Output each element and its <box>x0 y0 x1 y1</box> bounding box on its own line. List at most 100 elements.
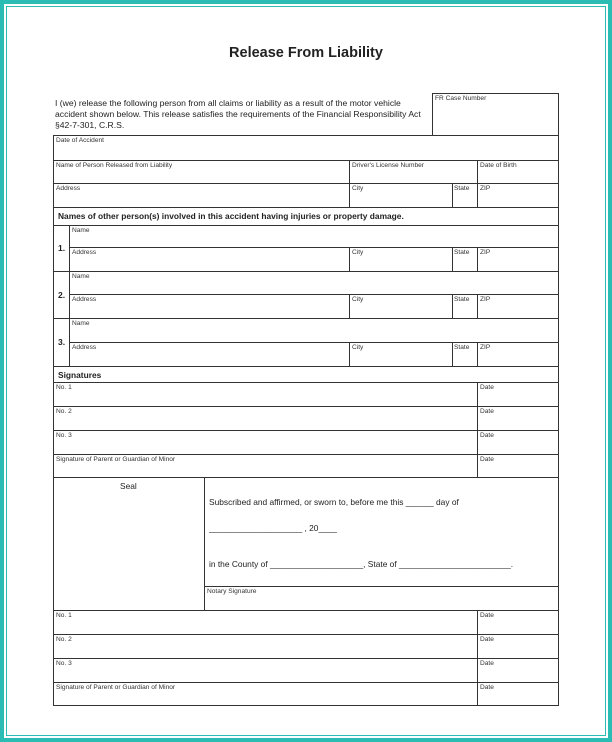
zip-field[interactable]: ZIP <box>477 183 559 208</box>
signature-label: Signature of Parent or Guardian of Minor <box>56 684 176 691</box>
person-2-state-field[interactable]: State <box>452 294 478 319</box>
intro-text: I (we) release the following person from… <box>55 98 421 130</box>
date-label: Date <box>480 612 494 619</box>
person-3-state-field[interactable]: State <box>452 342 478 367</box>
others-header-text: Names of other person(s) involved in thi… <box>58 211 404 221</box>
date-of-accident-label: Date of Accident <box>56 137 105 144</box>
city-label: City <box>352 344 364 351</box>
date-label: Date <box>480 660 494 667</box>
person-2-zip-field[interactable]: ZIP <box>477 294 559 319</box>
signature2-guardian-field[interactable]: Signature of Parent or Guardian of Minor <box>53 682 478 706</box>
name-label: Name <box>72 227 90 234</box>
signature-no3-field[interactable]: No. 3 <box>53 430 478 455</box>
city-label: City <box>352 296 364 303</box>
signature2-no2-date-field[interactable]: Date <box>477 634 559 659</box>
signature-label: No. 1 <box>56 384 72 391</box>
signature-label: No. 1 <box>56 612 72 619</box>
person-3-zip-field[interactable]: ZIP <box>477 342 559 367</box>
city-label: City <box>352 185 364 192</box>
zip-label: ZIP <box>480 249 491 256</box>
person-number: 1. <box>58 243 66 253</box>
person-number: 2. <box>58 290 66 300</box>
date-label: Date <box>480 456 494 463</box>
notary-statement: Subscribed and affirmed, or sworn to, be… <box>204 477 559 587</box>
person-number: 3. <box>58 337 66 347</box>
signature-no1-field[interactable]: No. 1 <box>53 382 478 407</box>
date-label: Date <box>480 408 494 415</box>
fr-case-label: FR Case Number <box>435 95 487 102</box>
name-label: Name <box>72 320 90 327</box>
signature-no2-date-field[interactable]: Date <box>477 406 559 431</box>
drivers-license-label: Driver's License Number <box>352 162 424 169</box>
seal-label: Seal <box>120 481 137 491</box>
date-of-accident-field[interactable]: Date of Accident <box>53 135 559 161</box>
date-label: Date <box>480 684 494 691</box>
zip-label: ZIP <box>480 185 491 192</box>
signature-label: No. 2 <box>56 408 72 415</box>
signature2-no1-date-field[interactable]: Date <box>477 610 559 635</box>
date-of-birth-label: Date of Birth <box>480 162 517 169</box>
signature2-no2-field[interactable]: No. 2 <box>53 634 478 659</box>
others-section-header: Names of other person(s) involved in thi… <box>53 207 559 226</box>
date-label: Date <box>480 384 494 391</box>
drivers-license-field[interactable]: Driver's License Number <box>349 160 478 184</box>
date-of-birth-field[interactable]: Date of Birth <box>477 160 559 184</box>
notary-signature-label: Notary Signature <box>207 588 257 595</box>
signature-no2-field[interactable]: No. 2 <box>53 406 478 431</box>
person-2-city-field[interactable]: City <box>349 294 453 319</box>
state-label: State <box>454 296 470 303</box>
signature-label: No. 2 <box>56 636 72 643</box>
person-3-address-field[interactable]: Address <box>69 342 350 367</box>
address-label: Address <box>72 296 97 303</box>
signature-label: No. 3 <box>56 432 72 439</box>
person-1-address-field[interactable]: Address <box>69 247 350 272</box>
person-number-cell: 1. <box>53 225 70 272</box>
zip-label: ZIP <box>480 344 491 351</box>
person-3-city-field[interactable]: City <box>349 342 453 367</box>
date-label: Date <box>480 636 494 643</box>
name-released-field[interactable]: Name of Person Released from Liability <box>53 160 350 184</box>
signature2-no1-field[interactable]: No. 1 <box>53 610 478 635</box>
state-label: State <box>454 249 470 256</box>
city-field[interactable]: City <box>349 183 453 208</box>
person-1-city-field[interactable]: City <box>349 247 453 272</box>
notary-line-3: in the County of ____________________, S… <box>209 559 514 569</box>
page-title: Release From Liability <box>229 45 383 61</box>
notary-signature-field[interactable]: Notary Signature <box>204 586 559 611</box>
notary-line-1: Subscribed and affirmed, or sworn to, be… <box>209 497 459 507</box>
signature-guardian-field[interactable]: Signature of Parent or Guardian of Minor <box>53 454 478 478</box>
address-label: Address <box>72 344 97 351</box>
address-label: Address <box>72 249 97 256</box>
state-field[interactable]: State <box>452 183 478 208</box>
signature2-no3-field[interactable]: No. 3 <box>53 658 478 683</box>
city-label: City <box>352 249 364 256</box>
fr-case-number-field[interactable]: FR Case Number <box>432 93 559 136</box>
person-2-name-field[interactable]: Name <box>69 271 559 295</box>
seal-area: Seal <box>53 477 205 611</box>
name-released-label: Name of Person Released from Liability <box>56 162 173 169</box>
person-number-cell: 3. <box>53 318 70 367</box>
page-frame-inner <box>6 6 606 736</box>
person-1-zip-field[interactable]: ZIP <box>477 247 559 272</box>
state-label: State <box>454 185 470 192</box>
person-1-state-field[interactable]: State <box>452 247 478 272</box>
signature-guardian-date-field[interactable]: Date <box>477 454 559 478</box>
name-label: Name <box>72 273 90 280</box>
signatures-header-text: Signatures <box>58 370 102 380</box>
signatures-header: Signatures <box>53 366 559 383</box>
address-label: Address <box>56 185 81 192</box>
signature-label: Signature of Parent or Guardian of Minor <box>56 456 176 463</box>
signature-label: No. 3 <box>56 660 72 667</box>
signature2-guardian-date-field[interactable]: Date <box>477 682 559 706</box>
signature2-no3-date-field[interactable]: Date <box>477 658 559 683</box>
state-label: State <box>454 344 470 351</box>
address-field[interactable]: Address <box>53 183 350 208</box>
zip-label: ZIP <box>480 296 491 303</box>
person-2-address-field[interactable]: Address <box>69 294 350 319</box>
signature-no1-date-field[interactable]: Date <box>477 382 559 407</box>
notary-line-2: ____________________ , 20____ <box>209 523 338 533</box>
person-1-name-field[interactable]: Name <box>69 225 559 248</box>
signature-no3-date-field[interactable]: Date <box>477 430 559 455</box>
person-3-name-field[interactable]: Name <box>69 318 559 343</box>
